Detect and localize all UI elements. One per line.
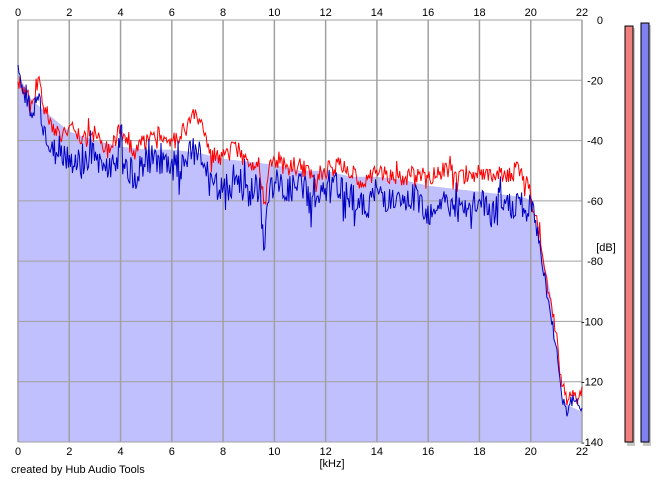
- x-tick-label-bottom: 14: [371, 446, 383, 458]
- x-tick-label-bottom: 8: [220, 446, 226, 458]
- x-tick-label-top: 20: [525, 7, 537, 19]
- x-tick-label-bottom: 4: [117, 446, 123, 458]
- x-tick-label-bottom: 20: [525, 446, 537, 458]
- y-tick-label: 0: [597, 15, 603, 27]
- y-tick-label: -100: [581, 316, 603, 328]
- left-level-meter: [624, 25, 634, 443]
- x-tick-label-top: 12: [320, 7, 332, 19]
- x-tick-label-top: 8: [220, 7, 226, 19]
- x-tick-label-bottom: 22: [576, 446, 588, 458]
- x-tick-label-bottom: 10: [268, 446, 280, 458]
- x-tick-label-top: 18: [473, 7, 485, 19]
- x-tick-label-top: 10: [268, 7, 280, 19]
- spectrum-fill: [18, 74, 582, 443]
- x-tick-label-top: 16: [422, 7, 434, 19]
- x-tick-label-bottom: 16: [422, 446, 434, 458]
- x-tick-label-top: 4: [117, 7, 123, 19]
- y-tick-label: -120: [581, 377, 603, 389]
- footer-credit: created by Hub Audio Tools: [11, 464, 145, 476]
- x-axis-unit-label: [kHz]: [319, 458, 344, 470]
- y-tick-label: -80: [587, 256, 603, 268]
- y-tick-label: -20: [587, 75, 603, 87]
- y-tick-label: -40: [587, 136, 603, 148]
- x-tick-label-top: 14: [371, 7, 383, 19]
- x-tick-label-bottom: 6: [169, 446, 175, 458]
- x-tick-label-bottom: 0: [15, 446, 21, 458]
- x-tick-label-top: 0: [15, 7, 21, 19]
- y-tick-label: -140: [581, 437, 603, 449]
- x-tick-label-top: 22: [576, 7, 588, 19]
- x-tick-label-bottom: 18: [473, 446, 485, 458]
- x-tick-label-bottom: 12: [320, 446, 332, 458]
- right-level-meter: [640, 22, 650, 443]
- y-tick-label: -60: [587, 196, 603, 208]
- left-channel-trace: [17, 75, 583, 406]
- x-tick-label-top: 6: [169, 7, 175, 19]
- y-axis-unit-label: [dB]: [596, 242, 616, 254]
- right-channel-trace: [17, 64, 583, 417]
- x-tick-label-top: 2: [66, 7, 72, 19]
- x-tick-label-bottom: 2: [66, 446, 72, 458]
